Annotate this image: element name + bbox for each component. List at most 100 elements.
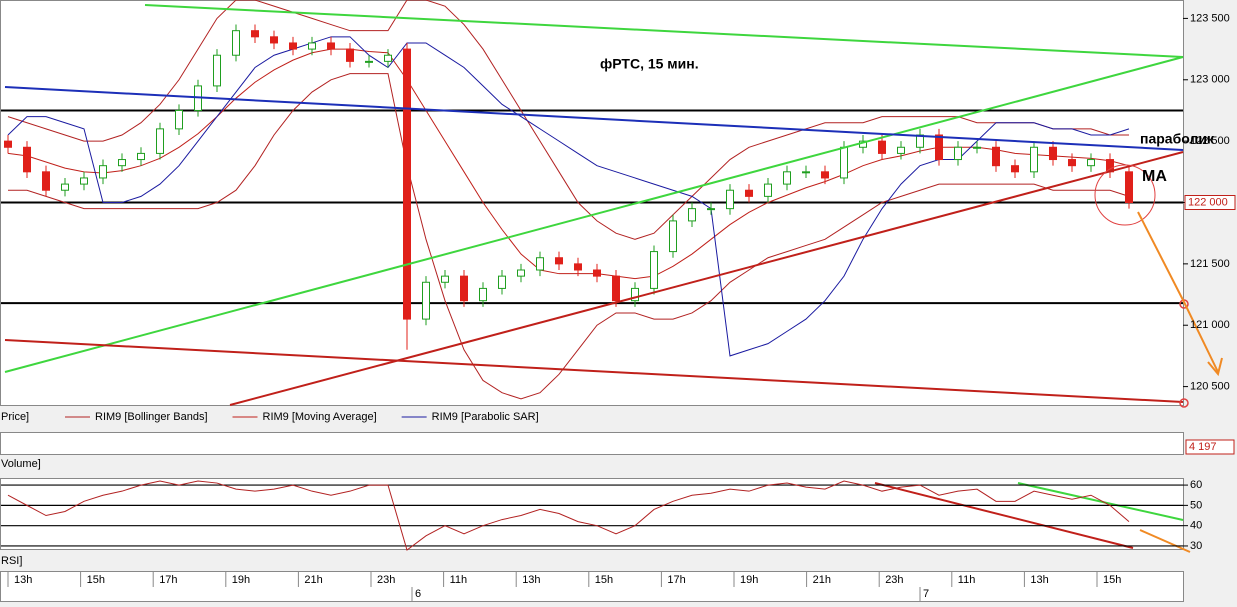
volume-panel [0, 432, 1184, 455]
time-label: 23h [885, 574, 903, 586]
trend-line [874, 482, 1134, 549]
candle-body [650, 251, 658, 289]
y-tick-label: 121 500 [1190, 258, 1230, 270]
candle-body [935, 134, 943, 161]
candle-body [61, 183, 69, 191]
candle-body [289, 42, 297, 50]
candle-body [669, 220, 677, 253]
y-tick-label: 121 000 [1190, 319, 1230, 331]
candle-body [99, 165, 107, 179]
annotation: параболик [1140, 131, 1215, 147]
date-label: 6 [415, 588, 421, 600]
candle-body [441, 275, 449, 283]
time-label: 11h [450, 574, 468, 586]
candle-body [498, 275, 506, 289]
candle-body [384, 54, 392, 62]
candle-body [992, 146, 1000, 167]
y-tick-label: 30 [1190, 540, 1202, 552]
candle-body [764, 183, 772, 197]
rsi-line [7, 480, 1130, 551]
value-box [1185, 439, 1235, 455]
candle-body [1011, 165, 1019, 173]
time-label: 13h [522, 574, 540, 586]
y-tick-label: 120 500 [1190, 380, 1230, 392]
candle-body [80, 177, 88, 185]
candle-body [555, 257, 563, 265]
candle-body [707, 208, 715, 211]
volume-value: 4 197 [1189, 441, 1217, 453]
candle-body [118, 159, 126, 167]
time-label: 11h [958, 574, 976, 586]
time-label: 21h [304, 574, 322, 586]
time-panel [0, 571, 1184, 602]
y-tick-label: 122 500 [1190, 135, 1230, 147]
candle-body [213, 54, 221, 87]
candle-body [612, 275, 620, 302]
time-label: 17h [159, 574, 177, 586]
candle-body [1049, 146, 1057, 161]
candle-body [42, 171, 50, 191]
candle-body [403, 48, 411, 320]
date-label: 7 [923, 588, 929, 600]
candle-body [137, 152, 145, 161]
candle-body [517, 269, 525, 277]
marker-circle [1179, 398, 1189, 408]
candle-body [346, 48, 354, 62]
trend-line [144, 4, 1184, 58]
candle-body [23, 146, 31, 173]
y-tick-label: 40 [1190, 520, 1202, 532]
candle-body [745, 189, 753, 197]
candle-body [840, 146, 848, 179]
time-label: 17h [667, 574, 685, 586]
candle-body [365, 60, 373, 63]
candle-body [308, 42, 316, 50]
legend-label: RIM9 [Parabolic SAR] [432, 411, 539, 423]
candle-body [1087, 159, 1095, 167]
candle-body [536, 257, 544, 271]
trend-line [4, 56, 1184, 373]
time-label: 19h [232, 574, 250, 586]
candle-body [897, 146, 905, 154]
candle-body [479, 287, 487, 302]
candle-body [232, 30, 240, 56]
legend-label: RIM9 [Bollinger Bands] [95, 411, 208, 423]
y-tick-label: 123 000 [1190, 74, 1230, 86]
time-label: 15h [595, 574, 613, 586]
candle-body [460, 275, 468, 302]
candle-body [156, 128, 164, 154]
trend-line [1017, 482, 1184, 521]
candle-body [1125, 171, 1133, 203]
price-layer [1, 0, 1183, 400]
chart-title: фРТС, 15 мин. [600, 56, 699, 72]
candle-body [973, 146, 981, 149]
trend-line [4, 86, 1184, 151]
time-label: 23h [377, 574, 395, 586]
candle-body [954, 146, 962, 161]
candle-body [821, 171, 829, 179]
rsi-panel [0, 478, 1184, 550]
annotation: MA [1142, 168, 1167, 185]
trend-line [229, 151, 1184, 406]
candle-body [422, 281, 430, 320]
bollinger-lower [8, 73, 1130, 400]
trend-line [1139, 529, 1191, 553]
panel-label: Price] [1, 411, 29, 423]
candle-body [593, 269, 601, 277]
candle-body [688, 208, 696, 222]
y-tick-label: 123 500 [1190, 12, 1230, 24]
y-tick-label: 50 [1190, 499, 1202, 511]
forecast-arrow [1137, 211, 1219, 373]
candle-body [631, 287, 639, 302]
candle-body [802, 171, 810, 174]
arrow-head [1207, 357, 1223, 377]
candle-body [327, 42, 335, 50]
panel-label: RSI] [1, 555, 22, 567]
candle-body [1030, 146, 1038, 173]
trend-lines [4, 4, 1223, 553]
trend-line [4, 339, 1184, 403]
last-price-label: 122 000 [1188, 196, 1228, 208]
candle-body [270, 36, 278, 44]
candle-body [878, 140, 886, 154]
legend-label: RIM9 [Moving Average] [263, 411, 377, 423]
time-label: 15h [1103, 574, 1121, 586]
